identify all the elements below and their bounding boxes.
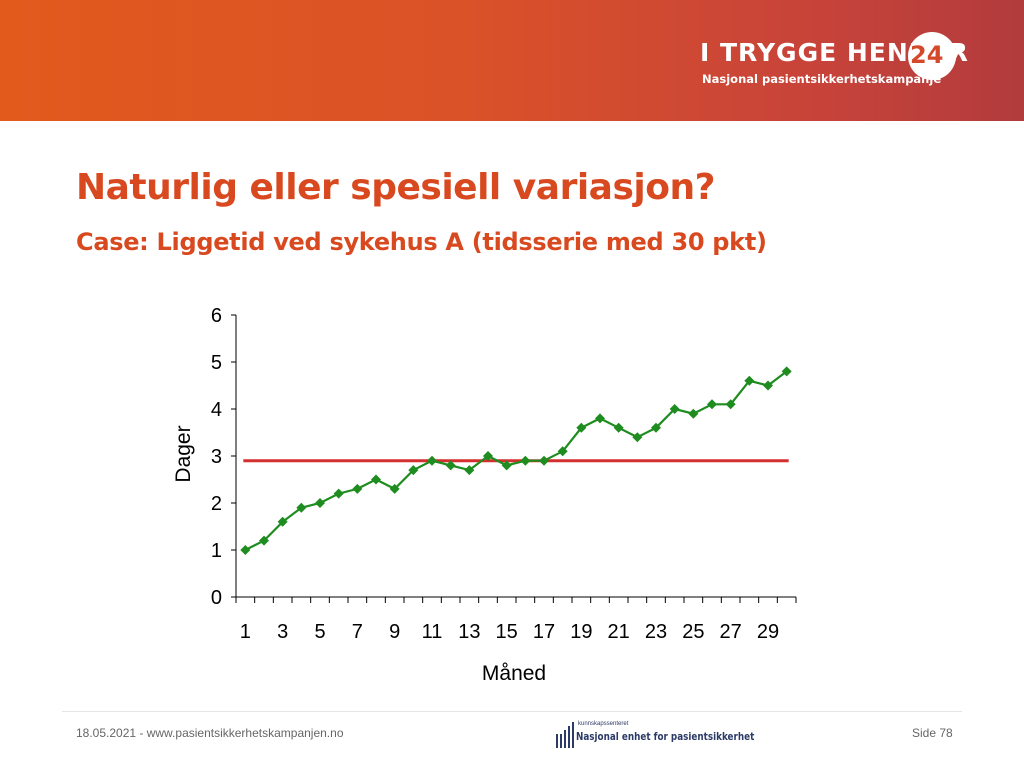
- data-point: [539, 455, 549, 466]
- y-tick-label: 5: [211, 352, 222, 374]
- data-point: [781, 366, 792, 377]
- x-tick-label: 9: [389, 621, 400, 643]
- data-point: [296, 502, 307, 513]
- data-point: [763, 380, 773, 391]
- data-point: [688, 408, 699, 419]
- data-point: [501, 460, 512, 471]
- footer-divider: [62, 711, 962, 712]
- data-point: [277, 516, 288, 527]
- x-tick-label: 21: [608, 621, 630, 643]
- y-tick-label: 3: [211, 446, 222, 468]
- data-point: [632, 432, 643, 443]
- data-point: [259, 535, 269, 546]
- footer-logo-small: kunnskapssenteret: [578, 721, 629, 727]
- x-tick-label: 7: [352, 621, 363, 643]
- data-point: [352, 483, 363, 494]
- data-point: [707, 399, 717, 410]
- x-tick-label: 1: [240, 621, 251, 643]
- data-point: [427, 455, 437, 466]
- slide-title: Naturlig eller spesiell variasjon?: [76, 167, 715, 208]
- x-tick-label: 3: [277, 621, 288, 643]
- data-point: [725, 399, 736, 410]
- data-point: [389, 483, 400, 494]
- brand-subtitle: Nasjonal pasientsikkerhetskampanje: [702, 72, 942, 86]
- data-point: [445, 460, 456, 471]
- x-tick-label: 25: [682, 621, 704, 643]
- y-tick-label: 0: [211, 587, 222, 609]
- data-point: [744, 375, 755, 386]
- y-axis-title: Dager: [172, 425, 195, 482]
- y-tick-label: 2: [211, 493, 222, 515]
- footer-page-number: Side 78: [912, 726, 953, 740]
- brand-badge-right: 7: [946, 41, 963, 69]
- x-tick-label: 19: [570, 621, 592, 643]
- data-point: [520, 455, 531, 466]
- data-point: [576, 422, 587, 433]
- data-point: [669, 404, 680, 414]
- brand-badge-left: 24: [910, 41, 944, 69]
- x-tick-label: 17: [533, 621, 555, 643]
- data-point: [557, 446, 568, 457]
- footer-logo-main: Nasjonal enhet for pasientsikkerhet: [576, 730, 755, 743]
- data-point: [651, 422, 661, 433]
- y-tick-label: 4: [211, 399, 222, 421]
- data-point: [464, 465, 475, 476]
- data-point: [333, 488, 344, 499]
- x-tick-label: 23: [645, 621, 667, 643]
- x-tick-label: 27: [720, 621, 742, 643]
- x-tick-label: 11: [422, 621, 443, 643]
- header-banner: [0, 0, 1024, 121]
- data-point: [408, 465, 419, 476]
- data-point: [613, 422, 624, 433]
- brand-badge: 24 7: [906, 32, 964, 84]
- x-tick-label: 13: [458, 621, 480, 643]
- data-point: [240, 545, 251, 555]
- x-tick-label: 29: [757, 621, 779, 643]
- data-point: [483, 451, 493, 461]
- footer-date-url: 18.05.2021 - www.pasientsikkerhetskampan…: [76, 726, 344, 740]
- data-point: [371, 474, 381, 485]
- x-tick-label: 15: [496, 621, 518, 643]
- data-point: [315, 498, 325, 508]
- x-tick-label: 5: [314, 621, 325, 643]
- y-tick-label: 1: [211, 540, 222, 562]
- x-axis-title: Måned: [482, 662, 546, 685]
- data-point: [595, 413, 605, 424]
- slide-subtitle: Case: Liggetid ved sykehus A (tidsserie …: [76, 228, 767, 256]
- y-tick-label: 6: [211, 305, 222, 327]
